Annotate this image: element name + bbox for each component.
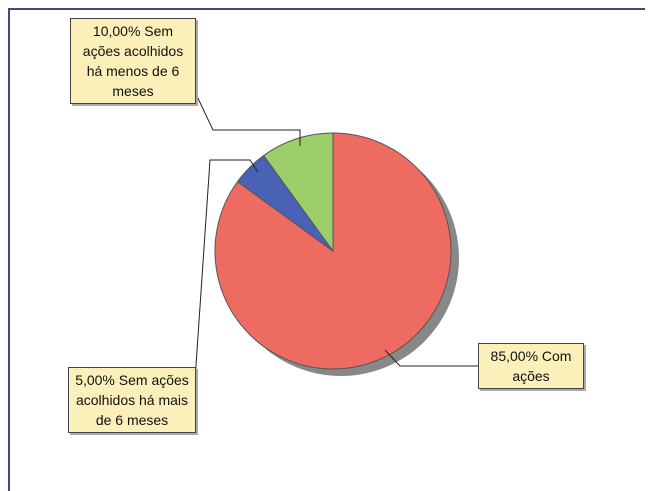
leader-line <box>194 159 259 381</box>
data-label: 85,00% Com ações <box>478 343 584 389</box>
data-label: 10,00% Sem ações acolhidos há menos de 6… <box>70 18 196 104</box>
data-label: 5,00% Sem ações acolhidos há mais de 6 m… <box>68 367 196 433</box>
leader-line <box>194 91 301 146</box>
pie-slice <box>262 132 334 253</box>
leader-line <box>384 349 478 367</box>
